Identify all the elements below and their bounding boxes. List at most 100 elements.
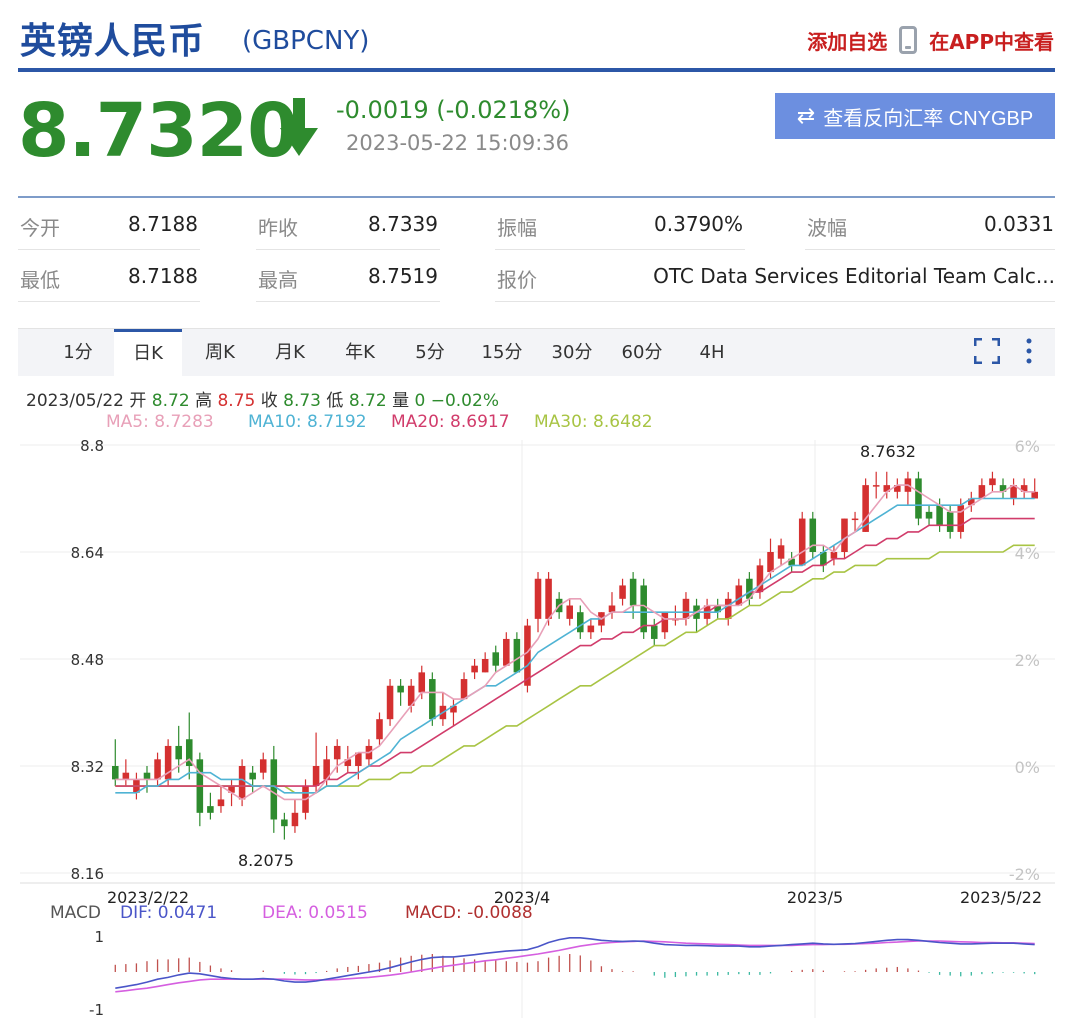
stats-divider	[18, 196, 1055, 198]
candle-body	[281, 819, 288, 827]
x-tick-label: 2023/2/22	[107, 888, 189, 907]
add-watchlist-button[interactable]: 添加自选	[807, 29, 888, 54]
ohlc-date: 2023/05/22	[26, 391, 124, 411]
candle-body	[207, 806, 214, 813]
candle-body	[323, 759, 330, 780]
stat-open-value: 8.7188	[128, 212, 198, 236]
candle-body	[450, 705, 457, 713]
stat-underline	[495, 249, 745, 250]
macd-y-tick: 1	[94, 928, 104, 946]
candle-body	[513, 638, 521, 673]
y-tick-label: 8.8	[80, 437, 104, 455]
candle-body	[946, 511, 954, 532]
header-divider	[18, 68, 1055, 72]
stat-volatility-label: 波幅	[807, 216, 847, 240]
reverse-rate-label: 查看反向汇率 CNYGBP	[823, 107, 1034, 130]
candle-body	[492, 652, 500, 666]
candle-body	[925, 511, 933, 519]
candle-body	[841, 518, 848, 552]
candle-body	[640, 585, 647, 633]
candle-body	[1020, 485, 1028, 492]
candle-body	[503, 638, 510, 666]
ma5-line	[115, 484, 1035, 801]
candle-body	[714, 605, 721, 613]
ohlc-summary: 2023/05/22 开 8.72 高 8.75 收 8.73 低 8.72 量…	[26, 386, 499, 411]
candle-body	[344, 759, 352, 766]
stat-prevclose-value: 8.7339	[368, 212, 438, 236]
candle-body	[249, 772, 256, 780]
candle-body	[407, 685, 415, 706]
stat-volatility-value: 0.0331	[984, 212, 1054, 236]
candle-body	[894, 485, 901, 492]
candle-body	[629, 578, 637, 606]
symbol-code: (GBPCNY)	[242, 26, 370, 56]
candle-body	[650, 625, 658, 639]
page-header: 英镑人民币 (GBPCNY) 添加自选 在APP中查看	[0, 0, 1080, 72]
candle-body	[397, 685, 404, 693]
candle-body	[872, 485, 880, 487]
stat-underline	[805, 249, 1055, 250]
tab-5min[interactable]: 5分	[415, 342, 445, 363]
stat-low-value: 8.7188	[128, 264, 198, 288]
y-tick-label: 8.32	[71, 758, 104, 776]
candle-body	[577, 612, 584, 633]
tab-60min[interactable]: 60分	[621, 342, 663, 363]
candle-body	[724, 598, 732, 619]
candle-body	[587, 625, 595, 633]
candle-body	[238, 766, 246, 800]
candle-body	[682, 598, 690, 619]
candle-body	[915, 478, 922, 519]
stat-underline	[18, 249, 200, 250]
tab-4h[interactable]: 4H	[699, 342, 725, 363]
tab-daily[interactable]: 日K	[114, 329, 182, 377]
candle-body	[481, 659, 489, 673]
arrow-down-icon	[280, 98, 318, 156]
candle-body	[746, 578, 753, 599]
more-icon[interactable]	[1024, 336, 1034, 366]
candle-body	[259, 759, 267, 773]
candle-body	[429, 679, 436, 720]
ma30-label: MA30: 8.6482	[534, 412, 653, 432]
x-tick-label: 2023/5	[787, 888, 843, 907]
candle-body	[968, 498, 975, 506]
current-price: 8.7320	[18, 88, 299, 174]
ohlc-open: 8.72	[151, 391, 190, 411]
macd-dif-label: DIF: 0.0471	[120, 903, 218, 923]
candle-body	[851, 518, 859, 521]
candle-body	[122, 772, 130, 780]
candle-body	[798, 518, 806, 566]
pct-tick-label: 6%	[1015, 437, 1040, 456]
candle-body	[820, 552, 827, 566]
candle-body	[386, 685, 394, 720]
tab-1min[interactable]: 1分	[63, 342, 93, 363]
phone-icon	[899, 26, 918, 54]
stat-high-value: 8.7519	[368, 264, 438, 288]
candle-body	[143, 772, 151, 780]
candle-body	[619, 585, 626, 599]
ohlc-high: 8.75	[217, 391, 256, 411]
y-tick-label: 8.48	[71, 651, 104, 669]
candle-body	[936, 505, 943, 526]
tab-15min[interactable]: 15分	[481, 342, 523, 363]
tab-monthly[interactable]: 月K	[275, 342, 305, 363]
fullscreen-icon[interactable]	[974, 338, 1000, 364]
tab-yearly[interactable]: 年K	[345, 342, 375, 363]
candle-body	[460, 679, 468, 700]
view-in-app-button[interactable]: 在APP中查看	[929, 29, 1054, 54]
candle-body	[809, 518, 817, 552]
stat-amplitude-label: 振幅	[497, 216, 537, 240]
candle-body	[1010, 485, 1017, 499]
candle-body	[291, 812, 299, 827]
y-tick-label: 8.64	[71, 544, 104, 562]
candle-body	[418, 672, 426, 693]
tab-30min[interactable]: 30分	[551, 342, 593, 363]
stat-underline	[256, 301, 440, 302]
candle-body	[788, 558, 795, 566]
candle-body	[175, 745, 182, 760]
kline-chart[interactable]: 8.8 8.64 8.48 8.32 8.16 6% 4% 2% 0% -2% 8.7632 8.20…	[0, 430, 1080, 1018]
tab-weekly[interactable]: 周K	[205, 342, 235, 363]
ma20-label: MA20: 8.6917	[391, 412, 510, 432]
price-change: -0.0019 (-0.0218%)	[336, 96, 571, 124]
ma30-line	[115, 544, 1035, 794]
reverse-rate-button[interactable]: ⇄ 查看反向汇率 CNYGBP	[775, 93, 1055, 139]
